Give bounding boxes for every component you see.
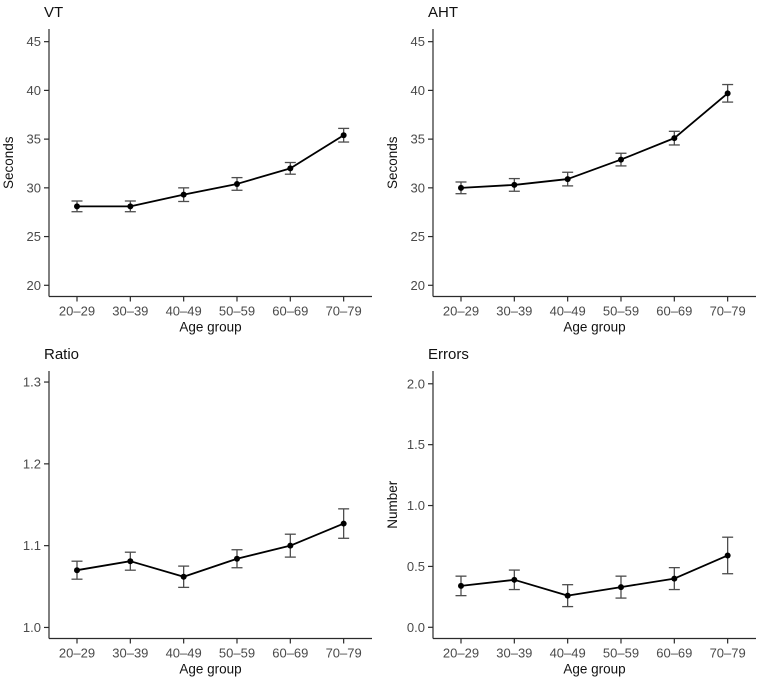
x-tick-label: 70–79 — [326, 646, 362, 661]
y-tick-label: 30 — [411, 180, 425, 195]
data-point — [564, 176, 571, 183]
y-tick-label: 2.0 — [407, 376, 425, 391]
panel-title: Errors — [428, 346, 469, 363]
data-point — [671, 575, 678, 582]
x-axis-title: Age group — [179, 662, 241, 677]
y-tick-label: 1.1 — [23, 538, 41, 553]
y-tick-label: 1.5 — [407, 437, 425, 452]
chart-errors: 0.0 0.5 1.0 1.5 2.0 20–29 30–39 40–49 50–59 60–69… — [384, 342, 768, 684]
y-tick-label: 35 — [27, 132, 41, 147]
x-tick-label: 40–49 — [166, 304, 202, 319]
x-tick-label: 60–69 — [272, 304, 308, 319]
data-point — [74, 203, 80, 210]
y-tick-label: 0.5 — [407, 559, 425, 574]
data-point — [340, 520, 347, 527]
data-point — [617, 584, 624, 591]
data-point — [617, 156, 624, 163]
data-line — [460, 554, 729, 597]
x-tick-label: 40–49 — [550, 304, 586, 319]
chart-aht: 20 25 30 35 40 45 20–29 30–39 40–49 50–59 60–69 70–… — [384, 0, 768, 342]
x-tick-label: 20–29 — [443, 646, 479, 661]
y-tick-label: 0.0 — [407, 620, 425, 635]
panel-title: AHT — [428, 4, 458, 21]
x-tick-label: 20–29 — [443, 304, 479, 319]
x-tick-label: 30–39 — [112, 304, 148, 319]
data-point — [458, 582, 464, 589]
y-tick-label: 1.2 — [23, 456, 41, 471]
y-tick-label: 20 — [411, 278, 425, 293]
y-axis-title: Seconds — [1, 136, 16, 189]
chart-ratio: 1.0 1.1 1.2 1.3 20–29 30–39 40–49 50–59 60–69 70–… — [0, 342, 384, 684]
data-point — [564, 592, 571, 599]
y-tick-label: 1.0 — [407, 498, 425, 513]
x-tick-label: 60–69 — [656, 304, 692, 319]
y-tick-label: 1.0 — [23, 620, 41, 635]
y-tick-label: 45 — [411, 34, 425, 49]
data-point — [180, 191, 187, 198]
data-point — [724, 90, 731, 97]
data-point — [180, 573, 187, 580]
data-point — [671, 135, 678, 142]
y-tick-label: 25 — [411, 229, 425, 244]
x-tick-label: 20–29 — [59, 646, 95, 661]
panel-title: VT — [44, 4, 63, 21]
x-tick-label: 40–49 — [166, 646, 202, 661]
x-tick-label: 50–59 — [603, 304, 639, 319]
y-tick-label: 30 — [27, 180, 41, 195]
y-tick-label: 35 — [411, 132, 425, 147]
x-axis-title: Age group — [563, 662, 625, 677]
x-tick-label: 30–39 — [496, 646, 532, 661]
x-axis-title: Age group — [179, 320, 241, 335]
data-point — [127, 203, 134, 210]
x-tick-label: 60–69 — [272, 646, 308, 661]
x-tick-label: 50–59 — [219, 646, 255, 661]
x-tick-label: 40–49 — [550, 646, 586, 661]
y-tick-label: 40 — [411, 83, 425, 98]
data-point — [458, 184, 464, 191]
y-axis-title: Seconds — [385, 136, 400, 189]
panel-title: Ratio — [44, 346, 79, 363]
data-line — [76, 522, 344, 578]
x-tick-label: 70–79 — [326, 304, 362, 319]
y-tick-label: 40 — [27, 83, 41, 98]
data-point — [127, 558, 134, 565]
chart-vt: 20 25 30 35 40 45 20–29 30–39 40–49 50–59 60–69 70–… — [0, 0, 384, 342]
data-point — [340, 132, 347, 139]
x-axis-title: Age group — [563, 320, 625, 335]
x-tick-label: 30–39 — [496, 304, 532, 319]
data-point — [511, 576, 518, 583]
data-point — [74, 567, 80, 574]
x-tick-label: 50–59 — [219, 304, 255, 319]
data-point — [233, 555, 240, 562]
x-tick-label: 60–69 — [656, 646, 692, 661]
data-line — [77, 134, 345, 208]
x-tick-label: 30–39 — [112, 646, 148, 661]
x-tick-label: 50–59 — [603, 646, 639, 661]
y-tick-label: 25 — [27, 229, 41, 244]
y-tick-label: 45 — [27, 34, 41, 49]
y-tick-label: 1.3 — [23, 375, 41, 390]
data-point — [287, 542, 294, 549]
data-point — [724, 552, 731, 559]
data-line — [460, 92, 729, 189]
x-tick-label: 70–79 — [710, 646, 746, 661]
data-point — [233, 180, 240, 187]
x-tick-label: 70–79 — [710, 304, 746, 319]
x-tick-label: 20–29 — [59, 304, 95, 319]
data-point — [511, 181, 518, 188]
data-point — [287, 165, 294, 172]
y-axis-title: Number — [385, 480, 400, 529]
y-tick-label: 20 — [27, 278, 41, 293]
